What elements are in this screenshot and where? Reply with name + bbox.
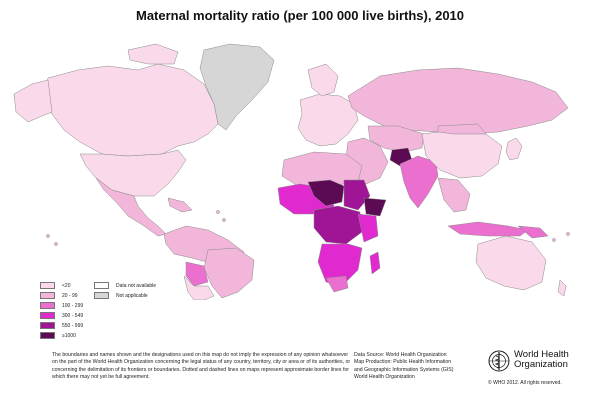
region-papua [517,225,549,239]
legend-swatch [40,302,55,309]
legend-swatch [40,292,55,299]
region-australia [475,235,547,291]
legend-label: 550 - 999 [62,322,84,329]
legend-label: <20 [62,282,71,289]
region-sahel [307,179,345,207]
copyright: © WHO 2012. All rights reserved. [488,380,562,386]
disclaimer-text: The boundaries and names shown and the d… [52,352,351,381]
source-line: and Geographic Information Systems (GIS) [354,366,454,373]
region-pacific-island [552,238,556,242]
who-name: World Health Organization [514,350,569,370]
region-atlantic-island [222,218,226,222]
region-sudan [343,179,371,211]
region-arctic-islands [127,43,179,65]
region-europe [297,93,359,147]
region-horn-of-africa [363,197,387,217]
legend-item: Data not available [94,282,156,289]
region-brazil [203,247,255,299]
region-russia [347,67,569,135]
legend-label: Data not available [116,282,157,289]
legend-swatch [94,282,109,289]
legend-item: 20 - 99 [40,292,78,299]
region-bolivia [185,261,209,287]
legend-label: 100 - 299 [62,302,84,309]
legend-item: 100 - 299 [40,302,83,309]
region-southern-africa [317,243,363,287]
who-emblem-icon [488,350,510,372]
source-line: Data Source: World Health Organization [354,352,447,358]
region-south-africa [325,275,349,293]
who-name-line: Organization [514,359,568,370]
region-atlantic-island [216,210,220,214]
region-usa [79,149,187,197]
region-alaska [13,79,53,123]
region-south-asia [399,155,439,209]
source-line: World Health Organization [354,374,415,381]
region-southern-cone [183,275,215,300]
legend-item: Not applicable [94,292,148,299]
region-southeast-asia [437,177,471,213]
source-line: Map Production: Public Health Informatio… [354,359,452,366]
world-map [13,43,570,300]
data-source: Data Source: World Health Organization M… [354,352,474,382]
region-japan [505,137,523,161]
region-greenland [199,43,275,131]
region-central-asia [367,125,425,153]
legend-item: 550 - 999 [40,322,83,329]
legend-label: 20 - 99 [62,292,78,299]
region-mongolia [437,123,487,135]
who-name-line: World Health [514,349,569,360]
legend-item: ≥1000 [40,332,76,339]
who-branding: World Health Organization © WHO 2012. Al… [488,350,596,395]
map-title: Maternal mortality ratio (per 100 000 li… [135,8,465,23]
legend-label: 300 - 549 [62,312,84,319]
legend-item: <20 [40,282,70,289]
legend-swatch [40,282,55,289]
region-pacific-island [566,232,570,236]
legend-swatch [40,322,55,329]
region-caribbean [167,197,193,213]
region-madagascar [369,251,381,275]
region-pacific-island [46,234,50,238]
legend-swatch [40,332,55,339]
legend-swatch [94,292,109,299]
region-central-africa [313,205,363,245]
region-new-zealand [557,279,567,297]
legend-label: Not applicable [116,292,148,299]
legend-item: 300 - 549 [40,312,83,319]
region-east-africa [357,213,379,243]
legend-swatch [40,312,55,319]
region-pacific-island [54,242,58,246]
region-indonesia [447,221,529,237]
region-canada [43,63,219,157]
legend-label: ≥1000 [62,332,76,339]
region-scandinavia [307,63,339,97]
